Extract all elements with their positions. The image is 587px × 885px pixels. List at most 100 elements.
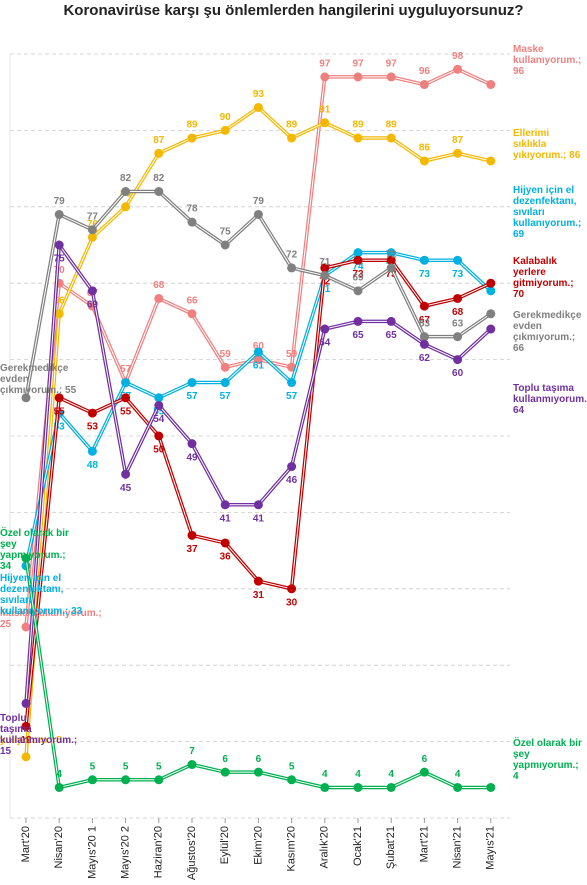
data-point (453, 332, 463, 342)
data-label: 59 (286, 349, 298, 360)
data-label: 78 (186, 204, 198, 215)
data-point (154, 187, 164, 197)
series-end-label: Toplu taşıma kullanmıyorum.; 64 (513, 383, 587, 416)
data-label: 93 (253, 89, 265, 100)
data-point (187, 378, 197, 388)
data-point (253, 209, 263, 219)
data-label: 55 (120, 406, 132, 417)
data-point (253, 347, 263, 357)
data-point (353, 316, 363, 326)
data-label: 60 (253, 341, 265, 352)
data-label: 73 (452, 269, 464, 280)
data-point (154, 393, 164, 403)
data-label: 90 (220, 112, 232, 123)
data-point (320, 263, 330, 273)
series-end-label: Gerekmedikçe evden çıkmıyorum.; 66 (513, 310, 582, 354)
data-label: 97 (319, 59, 331, 70)
data-point (121, 469, 131, 479)
data-point (453, 355, 463, 365)
data-point (220, 362, 230, 372)
data-point (419, 156, 429, 166)
data-point (187, 439, 197, 449)
data-label: 6 (222, 754, 228, 765)
series-start-label: Özel olarak bir şey yapmıyorum.; 34 (0, 528, 69, 572)
x-tick-label: Kasım'20 (286, 826, 298, 872)
data-label: 57 (220, 391, 232, 402)
data-label: 77 (87, 211, 99, 222)
data-label: 5 (123, 761, 129, 772)
data-point (386, 248, 396, 258)
data-label: 71 (319, 284, 331, 295)
data-point (320, 271, 330, 281)
data-point (486, 156, 496, 166)
data-label: 4 (455, 769, 461, 780)
data-point (419, 332, 429, 342)
series-end-label: Maske kullanıyorum.; 96 (513, 44, 582, 77)
x-tick-label: Aralık'20 (319, 826, 331, 868)
data-label: 4 (322, 769, 328, 780)
data-point (253, 500, 263, 510)
data-label: 72 (286, 250, 298, 261)
data-label: 57 (286, 391, 298, 402)
data-point (220, 500, 230, 510)
data-label: 30 (286, 597, 298, 608)
data-point (87, 446, 97, 456)
data-point (419, 767, 429, 777)
data-label: 73 (419, 269, 431, 280)
data-label: 97 (352, 59, 364, 70)
data-label: 65 (386, 330, 398, 341)
data-label: 12 (20, 735, 32, 746)
data-point (87, 408, 97, 418)
data-label: 71 (319, 257, 331, 268)
data-point (287, 462, 297, 472)
data-label: 73 (386, 269, 398, 280)
data-label: 79 (253, 196, 265, 207)
data-point (187, 309, 197, 319)
data-point (54, 309, 64, 319)
data-point (287, 775, 297, 785)
chart-title: Koronavirüse karşı şu önlemlerden hangil… (63, 2, 524, 19)
data-label: 57 (120, 364, 132, 375)
data-label: 41 (220, 513, 232, 524)
data-point (386, 255, 396, 265)
x-tick-label: Şubat'21 (385, 826, 397, 869)
data-point (353, 782, 363, 792)
data-point (87, 775, 97, 785)
data-point (486, 782, 496, 792)
data-label: 54 (153, 414, 165, 425)
data-label: 87 (452, 135, 464, 146)
data-point (386, 133, 396, 143)
data-label: 69 (87, 299, 99, 310)
data-label: 66 (186, 295, 198, 306)
data-point (121, 775, 131, 785)
x-tick-label: Mart'20 (20, 826, 32, 862)
data-point (220, 538, 230, 548)
data-point (154, 293, 164, 303)
data-label: 57 (186, 391, 198, 402)
data-point (353, 286, 363, 296)
data-point (154, 431, 164, 441)
data-label: 55 (54, 406, 66, 417)
x-tick-label: Ağustos'20 (186, 826, 198, 880)
data-label: 68 (153, 280, 165, 291)
data-label: 74 (352, 261, 364, 272)
data-point (453, 148, 463, 158)
data-label: 4 (56, 769, 62, 780)
data-point (21, 393, 31, 403)
data-label: 31 (253, 590, 265, 601)
data-label: 75 (54, 254, 66, 265)
data-point (453, 782, 463, 792)
data-point (453, 293, 463, 303)
data-point (320, 118, 330, 128)
data-label: 7 (189, 746, 195, 757)
data-point (21, 721, 31, 731)
data-point (486, 80, 496, 90)
data-point (453, 255, 463, 265)
data-point (187, 133, 197, 143)
data-label: 89 (386, 120, 398, 131)
data-point (486, 286, 496, 296)
data-label: 63 (452, 318, 464, 329)
data-point (253, 767, 263, 777)
data-point (54, 209, 64, 219)
